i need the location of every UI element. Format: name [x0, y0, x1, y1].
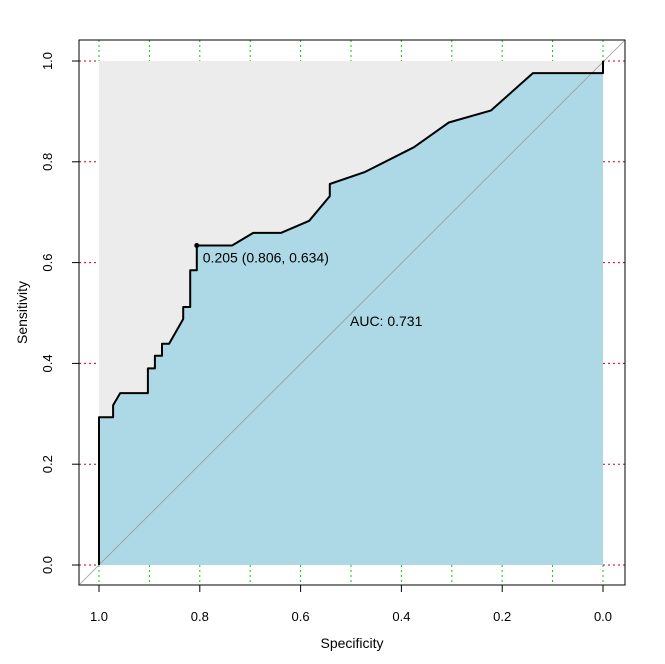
x-tick-label: 0.0 [594, 609, 612, 624]
auc-label: AUC: 0.731 [350, 313, 423, 329]
roc-curve [98, 61, 604, 565]
diagonal-reference-line [79, 40, 625, 585]
plot-box [78, 39, 626, 586]
x-tick-label: 0.4 [392, 609, 410, 624]
x-tick-label: 0.8 [191, 609, 209, 624]
y-tick-label: 0.2 [40, 455, 55, 473]
threshold-label: 0.205 (0.806, 0.634) [203, 249, 329, 265]
best-threshold-point [194, 242, 200, 248]
y-tick-label: 0.8 [40, 153, 55, 171]
y-tick-label: 0.4 [40, 354, 55, 372]
vertical-grid-lines [98, 40, 604, 585]
horizontal-grid-lines [79, 60, 625, 566]
x-tick-label: 0.6 [292, 609, 310, 624]
y-tick-label: 0.6 [40, 254, 55, 272]
y-tick-label: 0.0 [40, 556, 55, 574]
x-tick-label: 1.0 [90, 609, 108, 624]
y-tick-label: 1.0 [40, 52, 55, 70]
y-axis: 0.0 0.2 0.4 0.6 0.8 1.0 [40, 52, 79, 574]
x-axis: 1.0 0.8 0.6 0.4 0.2 0.0 [90, 585, 612, 624]
x-tick-label: 0.2 [493, 609, 511, 624]
x-axis-title: Specificity [320, 635, 383, 651]
y-axis-title: Sensitivity [14, 281, 30, 344]
